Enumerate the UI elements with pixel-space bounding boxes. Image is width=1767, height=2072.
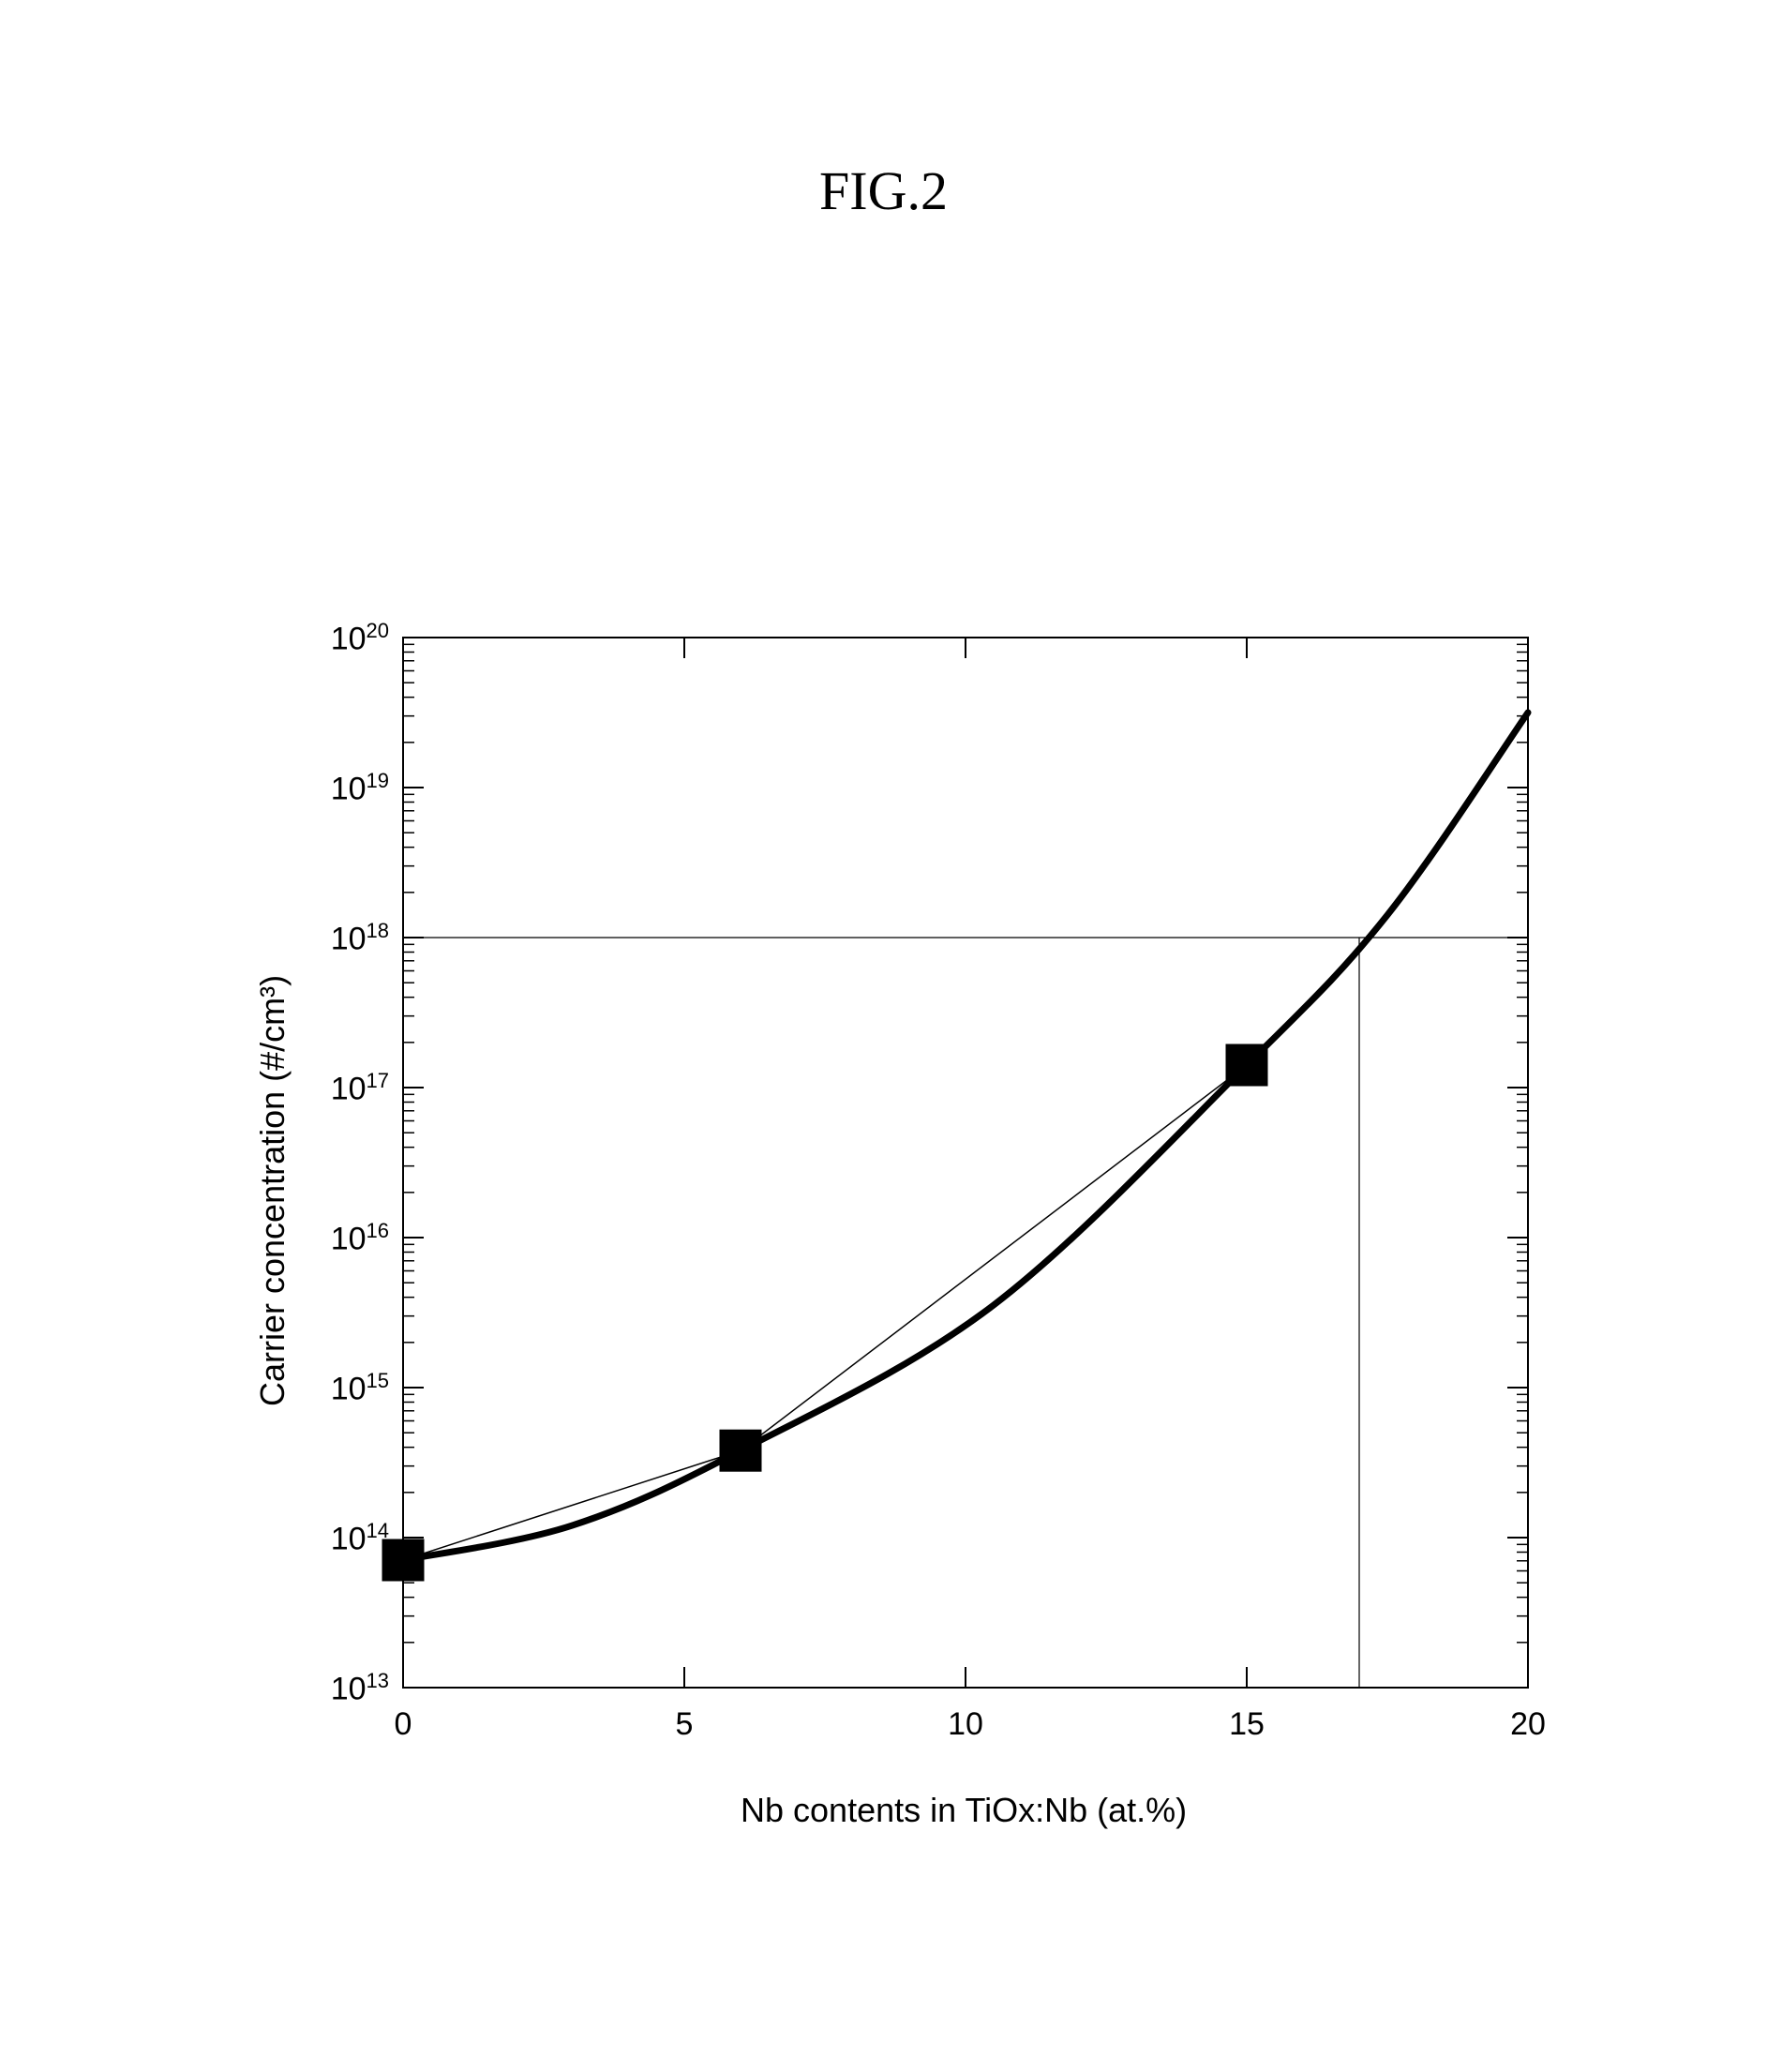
- figure-title: FIG.2: [819, 159, 948, 222]
- y-axis-label: Carrier concentration (#/cm³): [253, 975, 292, 1406]
- x-axis-label: Nb contents in TiOx:Nb (at.%): [741, 1791, 1187, 1830]
- chart-plot-area: [375, 609, 1556, 1716]
- page: FIG.2 10131014101510161017101810191020 0…: [0, 0, 1767, 2072]
